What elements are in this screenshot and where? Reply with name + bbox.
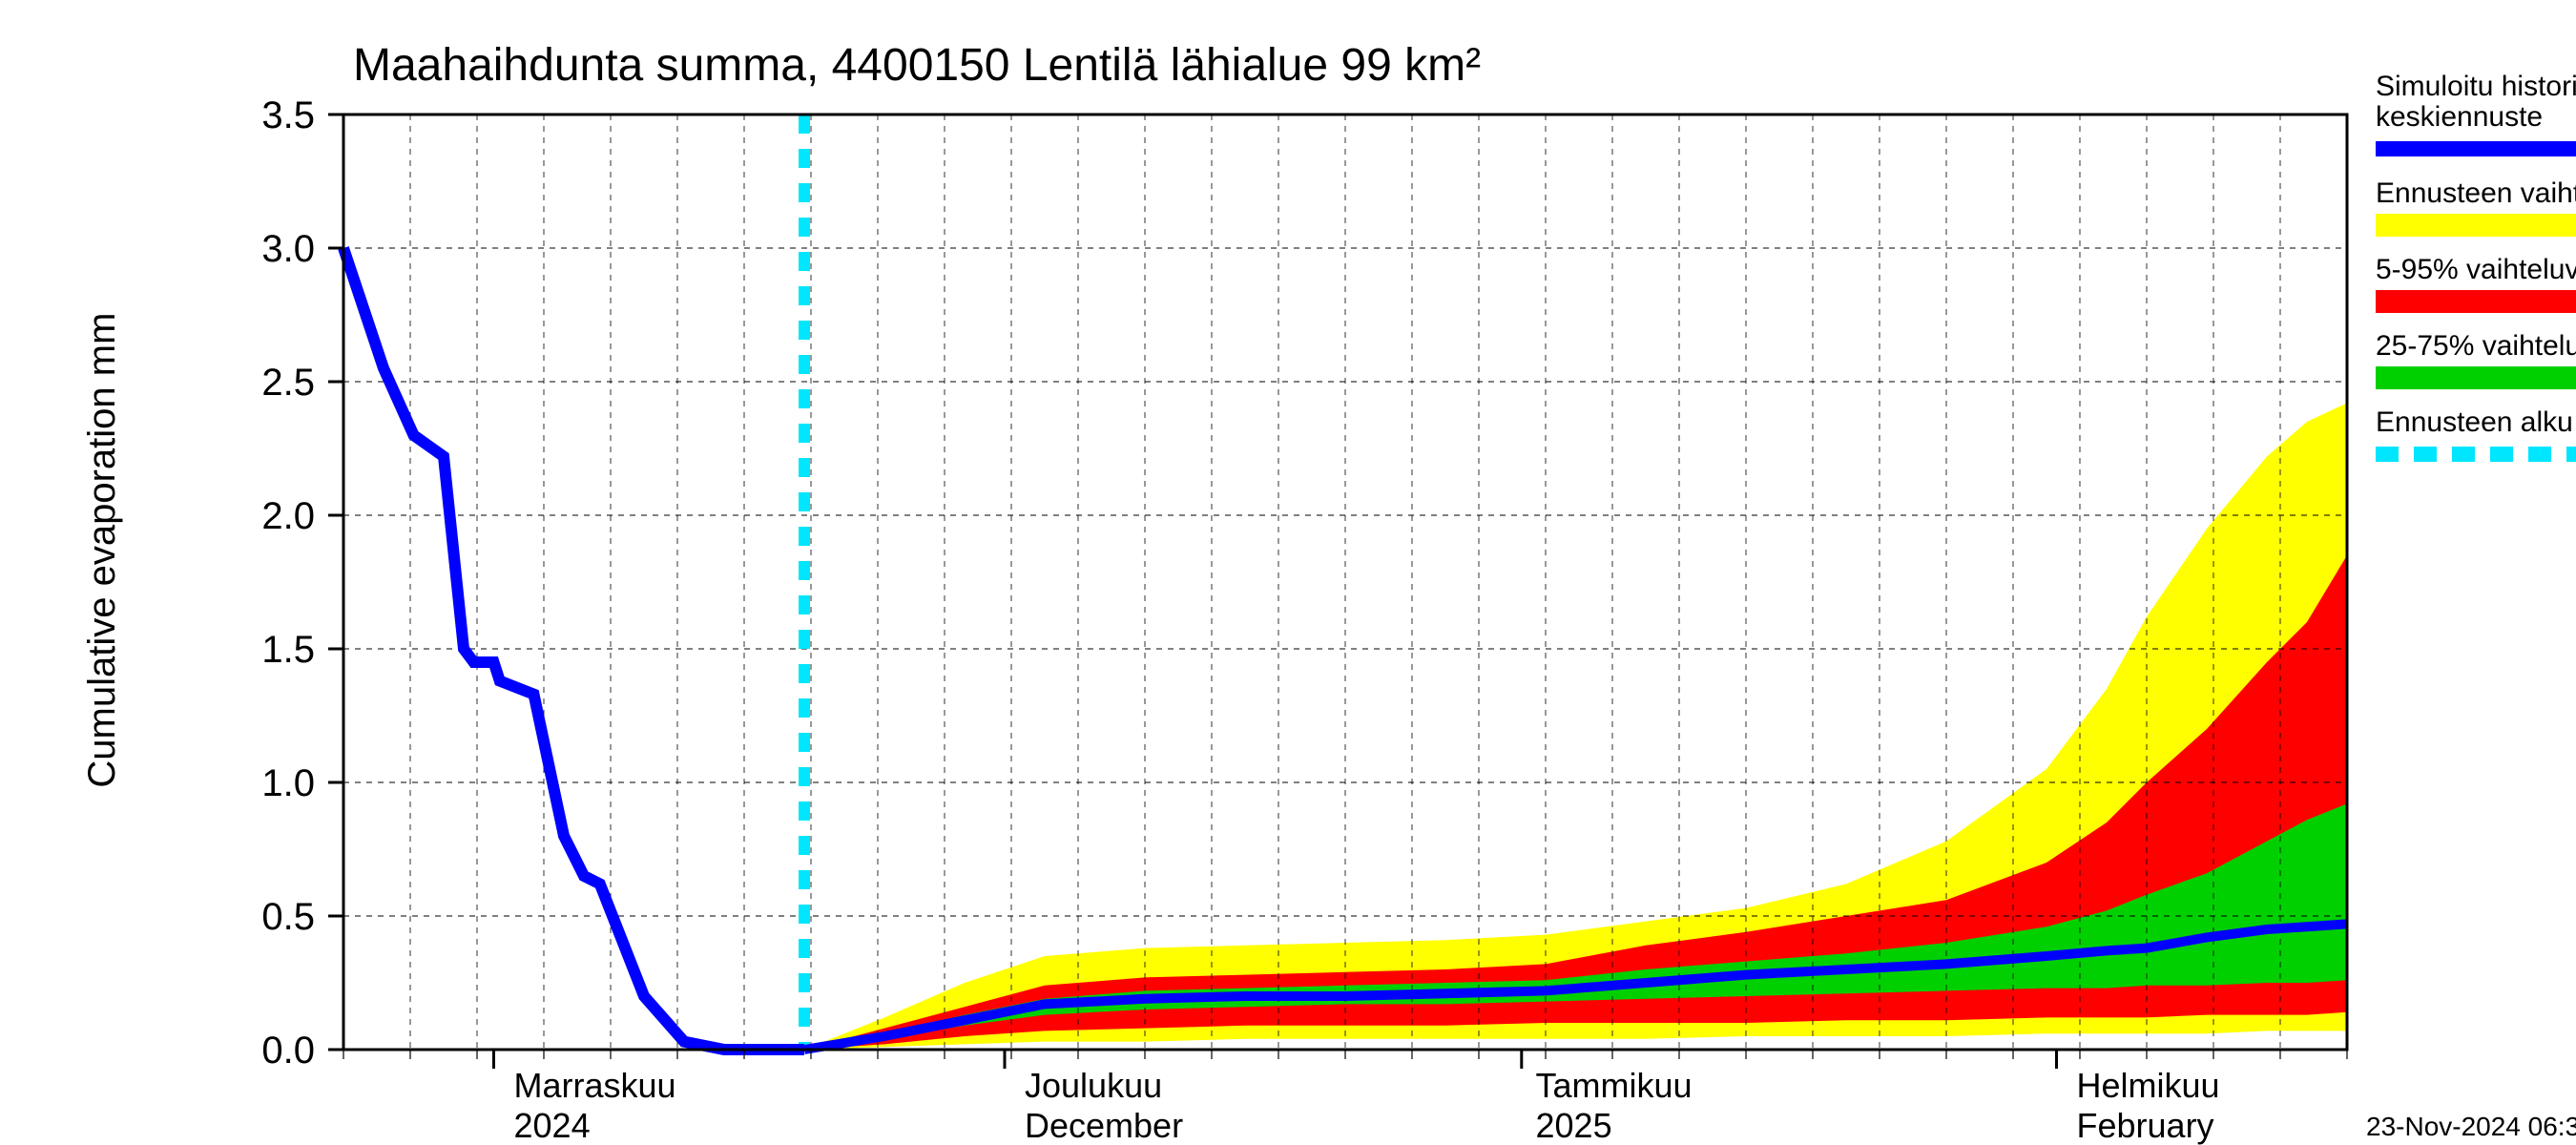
legend-swatch <box>2376 214 2576 237</box>
legend-label: Ennusteen vaihteluväli <box>2376 177 2576 209</box>
y-tick-label: 1.0 <box>261 762 315 804</box>
chart-title: Maahaihdunta summa, 4400150 Lentilä lähi… <box>353 40 1481 91</box>
y-tick-label: 1.5 <box>261 629 315 671</box>
legend-swatch <box>2376 290 2576 313</box>
chart-container: 0.0 0.5 1.0 1.5 2.0 2.5 3.0 3.5 Marraskuu2024 Jou… <box>0 0 2576 1145</box>
month-label-top: Marraskuu <box>514 1066 676 1105</box>
legend-label2: keskiennuste <box>2376 101 2543 133</box>
month-label-top: Helmikuu <box>2077 1066 2220 1105</box>
y-tick-label: 2.5 <box>261 362 315 404</box>
month-label-bottom: 2024 <box>514 1106 591 1145</box>
legend-label: Simuloitu historia ja <box>2376 71 2576 102</box>
legend-label: 5-95% vaihteluväli <box>2376 254 2576 285</box>
y-tick-label: 0.0 <box>261 1030 315 1072</box>
legend-label: 25-75% vaihteluväli <box>2376 330 2576 362</box>
month-label-top: Tammikuu <box>1536 1066 1693 1105</box>
chart-svg: 0.0 0.5 1.0 1.5 2.0 2.5 3.0 3.5 Marraskuu2024 Jou… <box>0 0 2576 1145</box>
month-label-top: Joulukuu <box>1025 1066 1162 1105</box>
month-label-bottom: 2025 <box>1536 1106 1612 1145</box>
legend-label: Ennusteen alku <box>2376 406 2573 438</box>
legend-swatch <box>2376 366 2576 389</box>
y-tick-label: 3.0 <box>261 228 315 270</box>
y-axis-label: Cumulative evaporation mm <box>81 313 123 788</box>
footer-timestamp: 23-Nov-2024 06:37 WSFS-O <box>2366 1112 2576 1141</box>
y-tick-label: 3.5 <box>261 94 315 136</box>
month-label-bottom: December <box>1025 1106 1183 1145</box>
y-tick-label: 2.0 <box>261 495 315 537</box>
month-label-bottom: February <box>2077 1106 2214 1145</box>
y-tick-label: 0.5 <box>261 896 315 938</box>
